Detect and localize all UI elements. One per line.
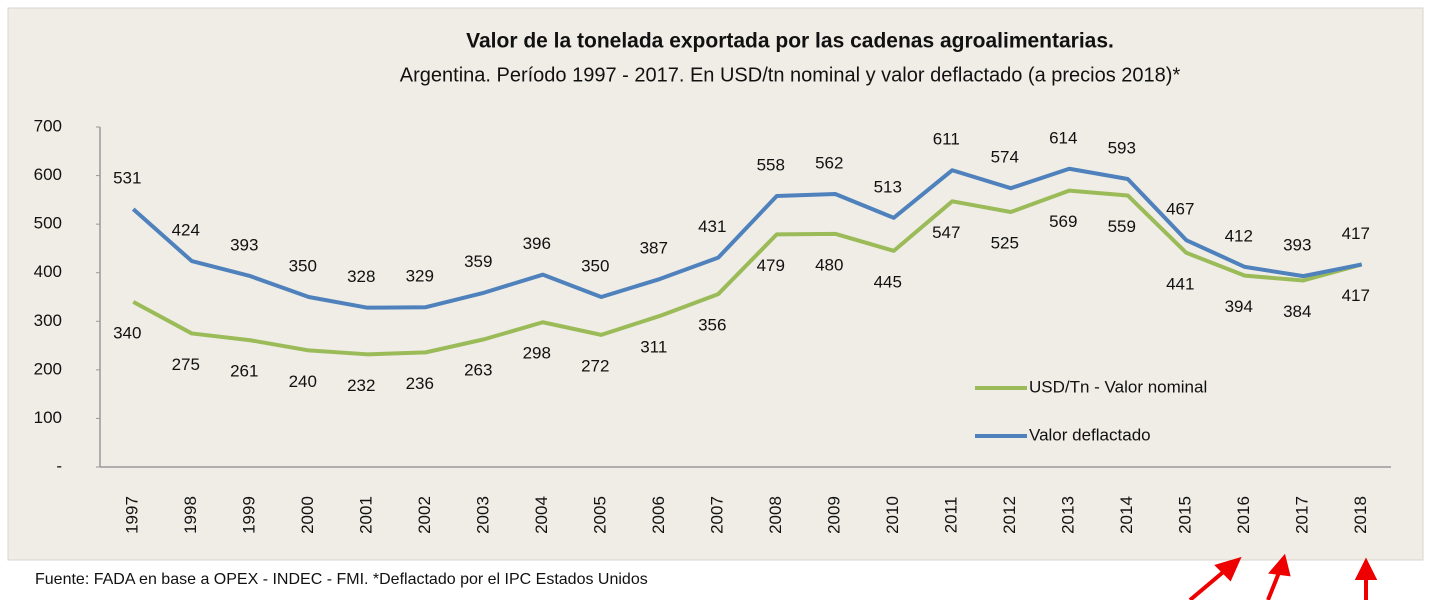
data-label: 525: [991, 233, 1019, 252]
data-label: 412: [1225, 226, 1253, 245]
data-label: 480: [815, 255, 843, 274]
y-tick-label: 300: [34, 311, 62, 330]
data-label: 387: [640, 239, 668, 258]
x-tick-label: 2011: [942, 497, 961, 534]
data-label: 441: [1166, 274, 1194, 293]
x-tick-label: 2015: [1176, 496, 1195, 534]
data-label: 574: [991, 148, 1019, 167]
data-label: 356: [698, 316, 726, 335]
data-label: 328: [347, 267, 375, 286]
data-label: 611: [933, 130, 960, 149]
data-label: 394: [1225, 297, 1253, 316]
y-tick-label: 600: [34, 165, 62, 184]
y-tick-label: 700: [34, 116, 62, 135]
x-tick-label: 2007: [708, 496, 727, 534]
data-label: 569: [1049, 212, 1077, 231]
data-label: 350: [581, 256, 609, 275]
data-label: 547: [932, 223, 960, 242]
data-label: 240: [289, 372, 317, 391]
series-line: [131, 166, 1363, 310]
data-label: 384: [1283, 302, 1311, 321]
data-label: 417: [1342, 224, 1370, 243]
x-tick-label: 2013: [1059, 496, 1078, 534]
data-label: 393: [1283, 236, 1311, 255]
data-label: 272: [581, 356, 609, 375]
y-tick-label: 100: [34, 408, 62, 427]
data-label: 558: [757, 155, 785, 174]
x-tick-label: 2009: [825, 496, 844, 534]
x-tick-label: 1998: [181, 496, 200, 534]
data-label: 311: [640, 337, 667, 356]
data-label: 562: [815, 154, 843, 173]
data-label: 417: [1342, 286, 1370, 305]
x-tick-label: 2003: [474, 496, 493, 534]
footnote: Fuente: FADA en base a OPEX - INDEC - FM…: [35, 571, 648, 588]
x-tick-label: 2004: [532, 496, 551, 534]
x-tick-label: 2001: [357, 496, 376, 534]
x-tick-label: 2006: [649, 496, 668, 534]
data-label: 340: [113, 323, 141, 342]
data-label: 593: [1108, 138, 1136, 157]
data-label: 236: [406, 374, 434, 393]
legend-label: USD/Tn - Valor nominal: [1029, 377, 1207, 396]
data-label: 614: [1049, 128, 1077, 147]
x-tick-label: 2016: [1234, 496, 1253, 534]
data-label: 513: [874, 177, 902, 196]
x-tick-label: 2014: [1117, 496, 1136, 534]
data-label: 329: [406, 267, 434, 286]
x-tick-label: 2018: [1351, 496, 1370, 534]
x-tick-label: 2005: [591, 496, 610, 534]
x-tick-label: 2012: [1000, 496, 1019, 534]
y-tick-label: -: [56, 456, 62, 475]
data-label: 263: [464, 361, 492, 380]
data-label: 275: [172, 355, 200, 374]
data-label: 431: [698, 217, 726, 236]
x-tick-label: 2008: [766, 496, 785, 534]
chart-subtitle: Argentina. Período 1997 - 2017. En USD/t…: [400, 64, 1181, 86]
annotation-arrows: [1188, 553, 1378, 600]
data-label: 393: [230, 236, 258, 255]
x-tick-label: 2000: [298, 496, 317, 534]
legend-label: Valor deflactado: [1029, 425, 1151, 444]
series-line: [132, 188, 1363, 357]
chart-background: [7, 7, 1424, 561]
chart-title: Valor de la tonelada exportada por las c…: [466, 30, 1114, 53]
x-tick-label: 2010: [883, 496, 902, 534]
data-label: 359: [464, 252, 492, 271]
data-label: 424: [172, 221, 200, 240]
x-tick-label: 1997: [123, 496, 142, 534]
x-tick-label: 2002: [415, 496, 434, 534]
data-label: 445: [874, 272, 902, 291]
data-label: 467: [1166, 200, 1194, 219]
data-label: 261: [230, 362, 258, 381]
data-label: 559: [1108, 217, 1136, 236]
x-tick-label: 1999: [240, 496, 259, 534]
y-tick-label: 200: [34, 359, 62, 378]
data-label: 350: [289, 256, 317, 275]
data-label: 531: [113, 169, 141, 188]
data-label: 298: [523, 344, 551, 363]
data-label: 479: [757, 256, 785, 275]
y-tick-label: 400: [34, 262, 62, 281]
y-tick-label: 500: [34, 214, 62, 233]
data-label: 396: [523, 234, 551, 253]
x-tick-label: 2017: [1293, 496, 1312, 534]
data-label: 232: [347, 376, 375, 395]
